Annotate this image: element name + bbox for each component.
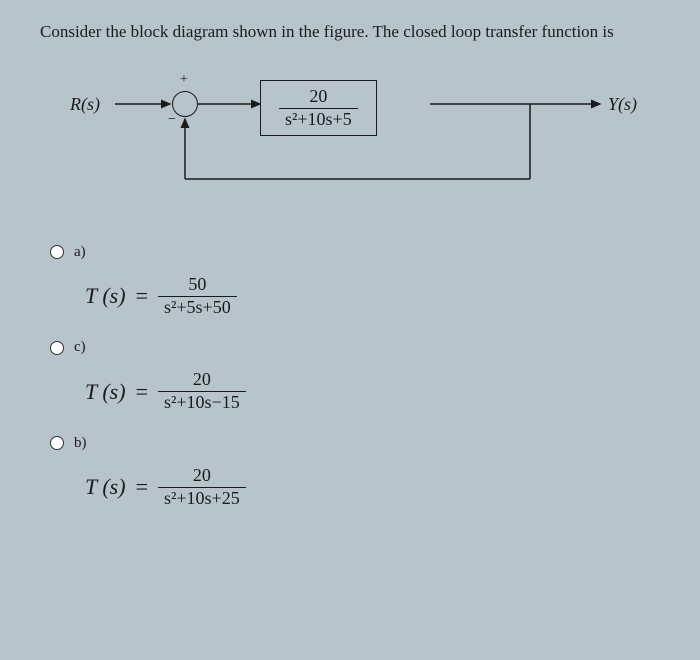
tf-numerator: 20 bbox=[303, 87, 333, 108]
eq-b-eqsign: = bbox=[132, 474, 152, 500]
equation-b: T (s) = 20 s²+10s+25 bbox=[85, 466, 660, 509]
eq-b-den: s²+10s+25 bbox=[158, 487, 246, 509]
eq-c-lhs: T (s) bbox=[85, 379, 126, 405]
block-diagram: R(s) + − 20 s²+10s+5 Y(s) bbox=[60, 74, 660, 214]
radio-icon[interactable] bbox=[50, 245, 64, 259]
transfer-function-box: 20 s²+10s+5 bbox=[260, 80, 377, 137]
option-a[interactable]: a) bbox=[50, 244, 660, 261]
output-label: Y(s) bbox=[608, 94, 637, 115]
equation-a: T (s) = 50 s²+5s+50 bbox=[85, 275, 660, 318]
eq-b-lhs: T (s) bbox=[85, 474, 126, 500]
eq-c-den: s²+10s−15 bbox=[158, 391, 246, 413]
option-a-label: a) bbox=[74, 244, 86, 261]
eq-a-den: s²+5s+50 bbox=[158, 296, 237, 318]
tf-denominator: s²+10s+5 bbox=[279, 108, 358, 130]
eq-b-num: 20 bbox=[187, 466, 217, 487]
sum-plus-label: + bbox=[180, 72, 188, 88]
sum-minus-label: − bbox=[168, 112, 176, 128]
option-b-label: b) bbox=[74, 435, 87, 452]
equation-c: T (s) = 20 s²+10s−15 bbox=[85, 370, 660, 413]
option-c-label: c) bbox=[74, 339, 86, 356]
eq-a-eqsign: = bbox=[132, 283, 152, 309]
eq-a-lhs: T (s) bbox=[85, 283, 126, 309]
radio-icon[interactable] bbox=[50, 436, 64, 450]
option-b[interactable]: b) bbox=[50, 435, 660, 452]
question-text: Consider the block diagram shown in the … bbox=[40, 20, 660, 44]
eq-c-eqsign: = bbox=[132, 379, 152, 405]
input-label: R(s) bbox=[70, 94, 100, 115]
option-c[interactable]: c) bbox=[50, 339, 660, 356]
eq-a-num: 50 bbox=[182, 275, 212, 296]
eq-c-num: 20 bbox=[187, 370, 217, 391]
radio-icon[interactable] bbox=[50, 341, 64, 355]
